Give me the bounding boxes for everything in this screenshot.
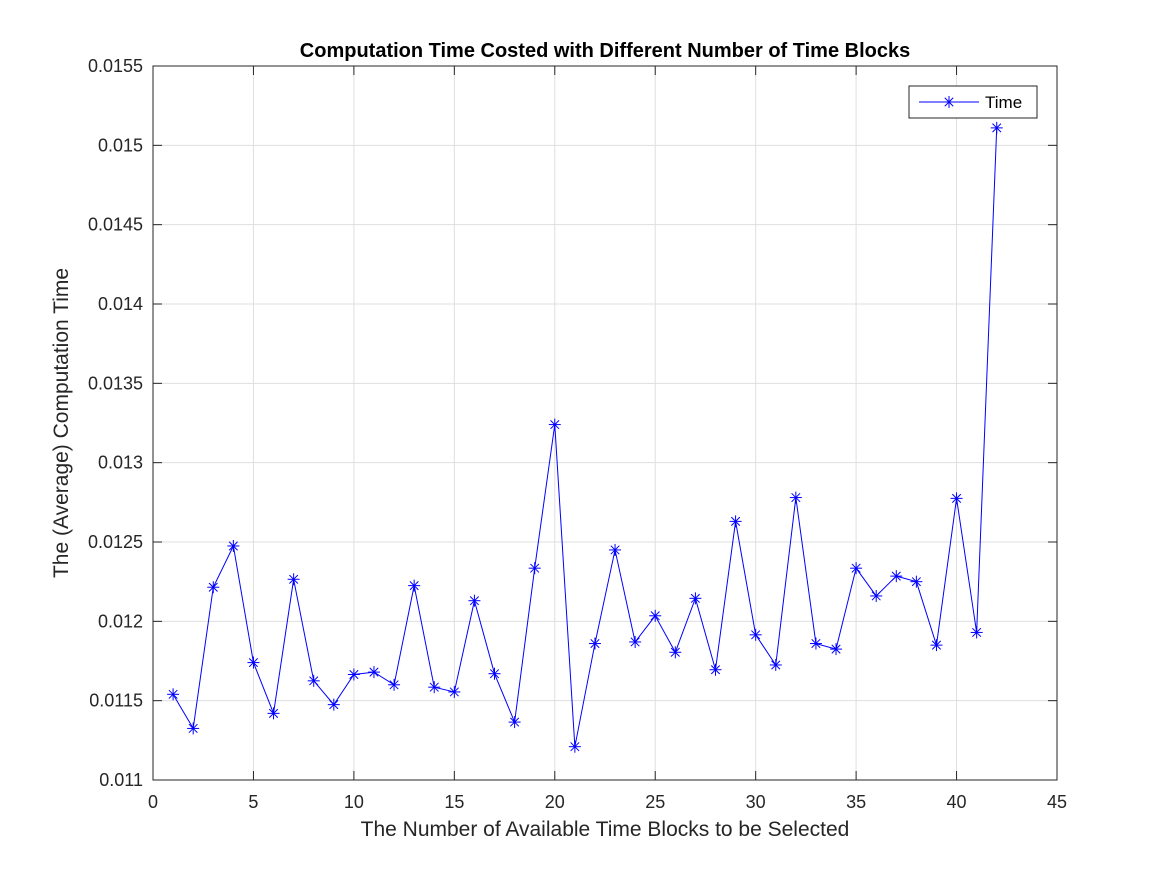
y-tick-label: 0.011 bbox=[99, 770, 143, 790]
legend-marker-icon bbox=[943, 96, 955, 108]
ticks: 0 5 10 15 20 25 30 35 40 45 0.011 0.0115 0.012 0.0125… bbox=[88, 56, 1067, 812]
data-point-marker bbox=[388, 678, 401, 691]
data-point-marker bbox=[347, 668, 360, 681]
x-tick-label: 25 bbox=[645, 792, 665, 812]
data-point-marker bbox=[749, 628, 762, 641]
chart-title: Computation Time Costed with Different N… bbox=[300, 40, 910, 62]
data-point-marker bbox=[689, 592, 702, 605]
data-point-marker bbox=[227, 539, 240, 552]
data-point-marker bbox=[287, 573, 300, 586]
y-tick-label: 0.014 bbox=[98, 294, 143, 314]
x-tick-label: 40 bbox=[947, 792, 967, 812]
data-point-marker bbox=[609, 543, 622, 556]
x-axis-label: The Number of Available Time Blocks to b… bbox=[361, 818, 850, 841]
y-tick-label: 0.0145 bbox=[88, 215, 143, 235]
data-point-marker bbox=[990, 121, 1003, 134]
data-point-marker bbox=[649, 609, 662, 622]
data-point-marker bbox=[468, 594, 481, 607]
y-tick-label: 0.012 bbox=[98, 611, 143, 631]
legend-entry-time: Time bbox=[985, 93, 1022, 112]
y-tick-label: 0.0155 bbox=[88, 56, 143, 76]
x-tick-label: 5 bbox=[248, 792, 258, 812]
x-tick-label: 35 bbox=[846, 792, 866, 812]
data-point-marker bbox=[207, 581, 220, 594]
data-point-marker bbox=[568, 740, 581, 753]
y-tick-label: 0.015 bbox=[98, 135, 143, 155]
data-point-marker bbox=[850, 562, 863, 575]
data-point-marker bbox=[528, 562, 541, 575]
legend: Time bbox=[908, 85, 1038, 119]
data-point-marker bbox=[729, 515, 742, 528]
data-point-marker bbox=[970, 626, 983, 639]
data-point-marker bbox=[629, 635, 642, 648]
data-point-marker bbox=[870, 589, 883, 602]
data-point-marker bbox=[769, 658, 782, 671]
y-tick-label: 0.0135 bbox=[88, 373, 143, 393]
legend-asterisk-mark bbox=[943, 96, 955, 108]
data-point-marker bbox=[167, 688, 180, 701]
data-point-marker bbox=[508, 716, 521, 729]
y-tick-label: 0.0125 bbox=[88, 532, 143, 552]
data-point-marker bbox=[548, 418, 561, 431]
data-point-marker bbox=[709, 663, 722, 676]
data-point-marker bbox=[588, 637, 601, 650]
series-layer bbox=[167, 121, 1003, 753]
data-point-marker bbox=[367, 666, 380, 679]
data-point-marker bbox=[669, 646, 682, 659]
x-tick-label: 45 bbox=[1047, 792, 1067, 812]
data-point-marker bbox=[448, 685, 461, 698]
plot-area bbox=[153, 66, 1057, 780]
data-point-marker bbox=[408, 579, 421, 592]
data-point-marker bbox=[789, 491, 802, 504]
data-point-marker bbox=[830, 643, 843, 656]
data-point-marker bbox=[267, 707, 280, 720]
x-tick-label: 20 bbox=[545, 792, 565, 812]
x-tick-label: 10 bbox=[344, 792, 364, 812]
y-tick-label: 0.0115 bbox=[89, 691, 143, 711]
data-point-marker bbox=[930, 639, 943, 652]
data-point-marker bbox=[488, 667, 501, 680]
x-tick-label: 30 bbox=[746, 792, 766, 812]
y-tick-label: 0.013 bbox=[98, 453, 143, 473]
data-point-marker bbox=[247, 656, 260, 669]
data-point-marker bbox=[809, 637, 822, 650]
series-line-time bbox=[172, 127, 998, 747]
data-point-marker bbox=[428, 681, 441, 694]
x-tick-label: 15 bbox=[444, 792, 464, 812]
data-point-marker bbox=[910, 575, 923, 588]
data-point-marker bbox=[307, 674, 320, 687]
x-tick-label: 0 bbox=[148, 792, 158, 812]
data-point-marker bbox=[187, 722, 200, 735]
axes-box bbox=[152, 65, 1058, 781]
y-axis-label: The (Average) Computation Time bbox=[50, 268, 73, 578]
data-point-marker bbox=[327, 698, 340, 711]
data-point-marker bbox=[950, 492, 963, 505]
data-point-marker bbox=[890, 570, 903, 583]
